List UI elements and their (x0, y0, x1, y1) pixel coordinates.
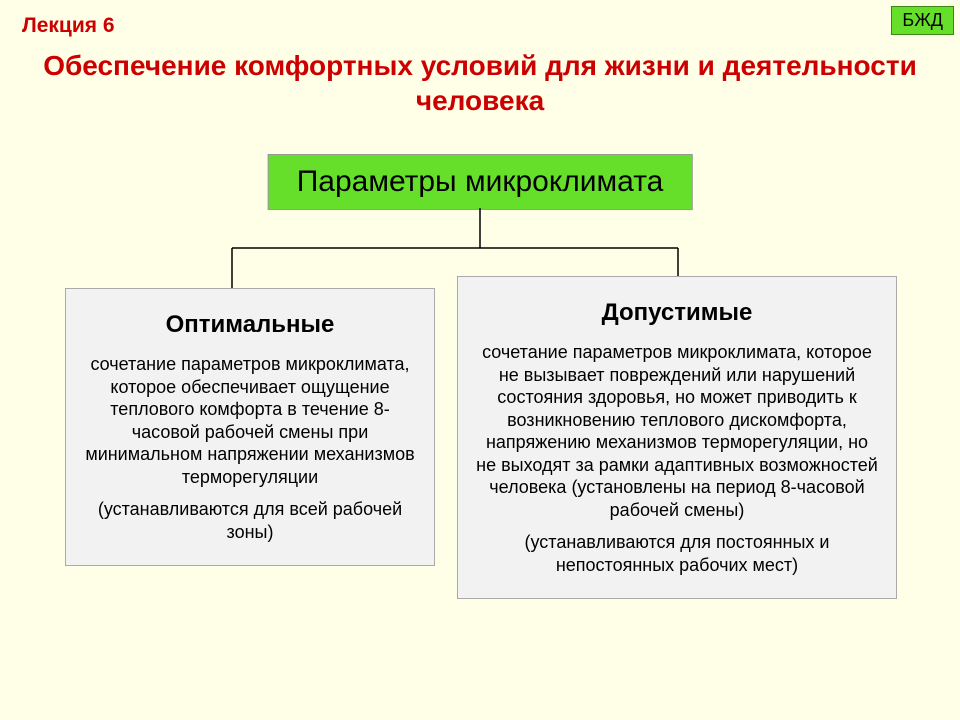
child-title: Допустимые (474, 299, 880, 327)
child-note: (устанавливаются для постоянных и непост… (474, 531, 880, 576)
child-body: сочетание параметров микроклимата, котор… (474, 341, 880, 521)
diagram-child-optimal: Оптимальные сочетание параметров микрокл… (65, 288, 435, 566)
child-body: сочетание параметров микроклимата, котор… (82, 353, 418, 488)
child-title: Оптимальные (82, 311, 418, 339)
child-note: (устанавливаются для всей рабочей зоны) (82, 498, 418, 543)
course-badge: БЖД (891, 6, 954, 35)
page-title: Обеспечение комфортных условий для жизни… (0, 48, 960, 118)
lecture-label: Лекция 6 (22, 14, 115, 38)
diagram-child-acceptable: Допустимые сочетание параметров микрокли… (457, 276, 897, 599)
diagram-root-node: Параметры микроклимата (268, 154, 693, 210)
